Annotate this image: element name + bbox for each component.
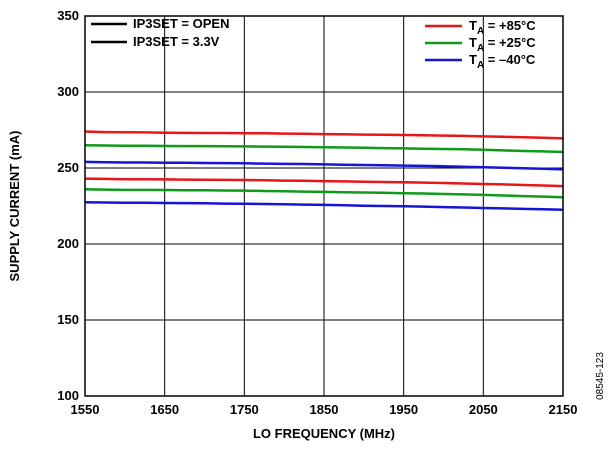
y-tick-label: 150 [57,312,79,327]
legend-label: IP3SET = 3.3V [133,34,220,49]
y-tick-label: 250 [57,160,79,175]
x-tick-labels: 1550 1650 1750 1850 1950 2050 2150 [71,402,578,417]
x-tick-label: 1950 [389,402,418,417]
y-tick-label: 350 [57,8,79,23]
y-tick-label: 100 [57,388,79,403]
figure-id: 08545-123 [595,352,606,400]
x-tick-label: 1650 [150,402,179,417]
x-tick-label: 1550 [71,402,100,417]
x-tick-label: 1850 [310,402,339,417]
x-tick-label: 2150 [549,402,578,417]
legend-temperature: TA = +85°CTA = +25°CTA = –40°C [425,18,536,71]
y-tick-labels: 100 150 200 250 300 350 [57,8,79,403]
legend-label: TA = –40°C [469,52,536,71]
y-tick-label: 300 [57,84,79,99]
x-tick-label: 2050 [469,402,498,417]
x-tick-label: 1750 [230,402,259,417]
y-tick-label: 200 [57,236,79,251]
x-axis-label: LO FREQUENCY (MHz) [253,426,395,441]
legend-label: IP3SET = OPEN [133,16,229,31]
legend-ip3set: IP3SET = OPEN IP3SET = 3.3V [91,16,229,49]
y-axis-label: SUPPLY CURRENT (mA) [7,131,22,282]
